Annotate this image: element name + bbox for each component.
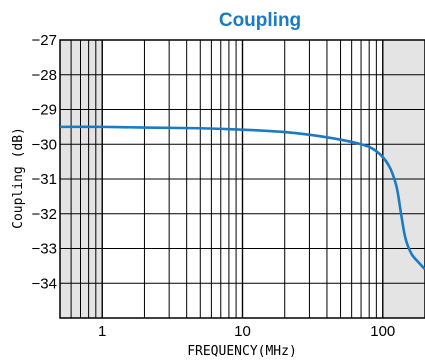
y-tick-label: −33 [32,241,57,258]
y-tick-label: −30 [32,136,57,153]
x-tick-label: 1 [98,323,106,340]
y-tick-label: −28 [32,67,57,84]
x-tick-label: 100 [370,323,395,340]
y-tick-labels: −27 −28 −29 −30 −31 −32 −33 −34 [32,32,57,292]
y-tick-label: −31 [32,171,57,188]
x-tick-label: 10 [234,323,251,340]
y-tick-label: −32 [32,206,57,223]
chart-title: Coupling [219,10,301,31]
x-axis-label: FREQUENCY(MHz) [187,344,297,359]
y-tick-label: −27 [32,32,57,49]
plot-frame [59,39,425,319]
grid-lines [60,40,425,318]
y-tick-label: −29 [32,102,57,119]
y-axis-label: Coupling (dB) [11,127,26,229]
x-tick-labels: 1 10 100 [98,323,395,340]
y-tick-label: −34 [32,275,57,292]
series-line [59,125,425,271]
